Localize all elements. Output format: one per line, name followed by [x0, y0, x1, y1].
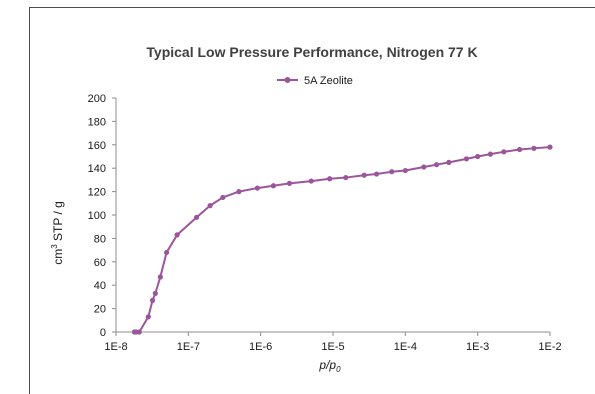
data-point — [145, 314, 151, 320]
chart-frame — [29, 7, 595, 394]
chart-title: Typical Low Pressure Performance, Nitrog… — [146, 44, 477, 60]
data-point — [475, 153, 481, 160]
data-point — [157, 274, 163, 280]
y-tick-label: 80 — [94, 233, 106, 245]
data-point — [373, 171, 380, 177]
y-tick-label: 100 — [88, 210, 106, 222]
data-point — [308, 178, 314, 184]
x-tick-label: 1E-5 — [321, 341, 344, 353]
y-tick-label: 120 — [88, 187, 106, 199]
x-tick-labels: 1E-8 1E-7 1E-6 1E-5 1E-4 1E-3 1E-2 — [104, 341, 561, 353]
data-point — [547, 144, 553, 150]
data-point — [220, 194, 226, 201]
data-point — [389, 169, 395, 175]
y-tick-label: 60 — [94, 257, 106, 269]
y-axis-title: cm3 STP / g — [50, 201, 65, 265]
data-point — [446, 159, 452, 165]
x-tick-label: 1E-6 — [249, 341, 272, 353]
series-layer — [131, 144, 553, 335]
axes — [112, 97, 551, 336]
data-point — [152, 290, 158, 296]
y-tick-label: 160 — [88, 140, 106, 152]
x-tick-label: 1E-2 — [538, 341, 561, 353]
data-point — [136, 329, 142, 335]
y-tick-label: 200 — [88, 93, 106, 105]
data-point — [343, 174, 349, 181]
data-point — [501, 149, 507, 155]
data-point — [270, 183, 276, 189]
y-tick-label: 0 — [100, 327, 106, 339]
x-axis-title: p/p0 — [318, 358, 341, 374]
data-point — [421, 164, 427, 170]
data-point — [517, 146, 523, 153]
data-point — [163, 249, 170, 256]
data-point — [149, 297, 156, 304]
data-point — [487, 151, 493, 157]
x-tick-label: 1E-7 — [177, 341, 200, 353]
legend: 5A Zeolite — [277, 75, 353, 87]
y-tick-labels: 0 20 40 60 80 100 120 140 160 180 200 — [88, 93, 106, 339]
x-tick-label: 1E-3 — [466, 341, 489, 353]
data-point — [207, 203, 213, 209]
x-tick-label: 1E-4 — [394, 341, 417, 353]
y-tick-label: 180 — [88, 116, 106, 128]
data-point — [193, 214, 200, 220]
y-tick-label: 40 — [94, 280, 106, 292]
data-point — [236, 189, 242, 195]
data-point — [361, 172, 367, 178]
data-point — [174, 232, 180, 238]
data-point — [531, 145, 537, 151]
data-point — [286, 180, 293, 187]
data-point — [254, 185, 260, 191]
series-line-0 — [134, 146, 551, 333]
data-point — [402, 167, 408, 174]
legend-marker — [284, 77, 291, 83]
data-point — [463, 156, 470, 162]
data-point — [327, 176, 333, 182]
legend-label: 5A Zeolite — [304, 75, 353, 87]
y-tick-label: 140 — [88, 163, 106, 175]
data-point — [433, 162, 440, 168]
y-tick-label: 20 — [94, 304, 106, 316]
x-tick-label: 1E-8 — [104, 341, 127, 353]
